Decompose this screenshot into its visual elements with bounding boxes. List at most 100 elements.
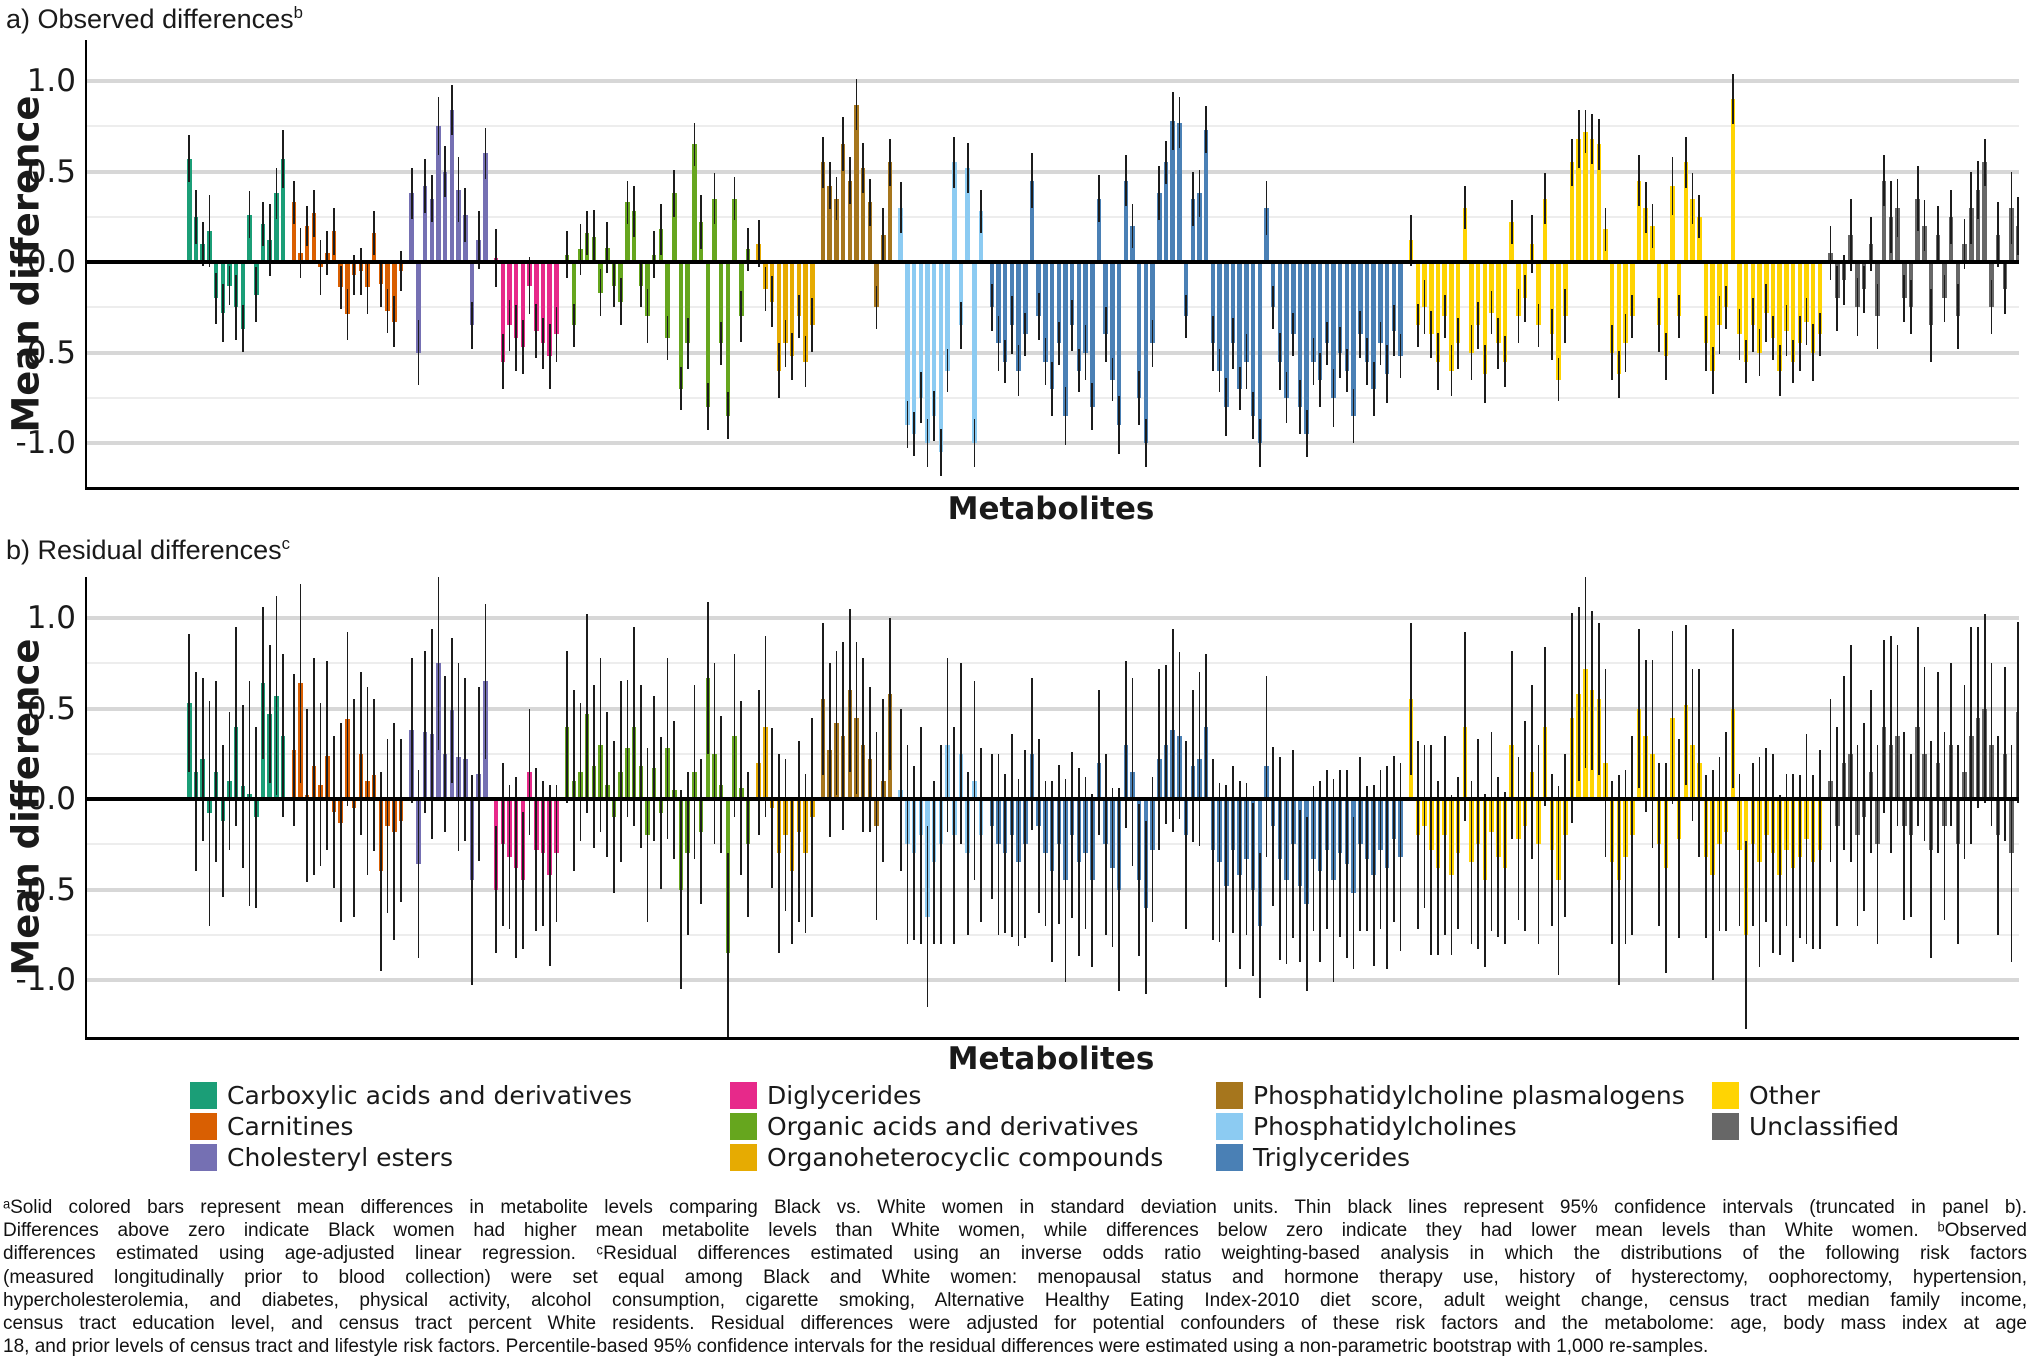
error-bar [1359, 310, 1362, 358]
error-bar [366, 686, 369, 875]
error-bar [1551, 309, 1553, 360]
bar [898, 207, 903, 262]
error-bar [1504, 791, 1506, 944]
error-bar [1896, 645, 1899, 827]
error-bar [639, 684, 642, 848]
error-bar [1664, 762, 1667, 973]
error-bar [1399, 334, 1402, 378]
error-bar [1785, 773, 1788, 926]
error-bar [208, 701, 211, 926]
bar [1284, 262, 1289, 398]
error-bar [268, 645, 271, 783]
error-bar [1292, 750, 1295, 939]
error-bar [359, 247, 362, 295]
y-tick-label: -1.0 [15, 962, 77, 998]
bar [456, 189, 461, 262]
error-bar [1685, 625, 1687, 785]
footnote-line: Differences above zero indicate Black wo… [3, 1220, 2027, 1242]
error-bar [593, 209, 595, 264]
bar [469, 262, 475, 326]
error-bar [940, 428, 942, 476]
error-bar [869, 178, 871, 226]
error-bar [471, 775, 473, 986]
bar [1429, 262, 1434, 335]
error-bar [1725, 285, 1727, 329]
error-bar [1212, 316, 1214, 371]
error-bar [1517, 757, 1520, 921]
error-bar [1484, 793, 1486, 968]
error-bar [1698, 195, 1701, 239]
error-bar [386, 739, 389, 914]
error-bar [417, 770, 420, 959]
footnote: ᵃSolid colored bars represent mean diffe… [3, 1196, 2027, 1358]
error-bar [1410, 623, 1413, 776]
error-bar [686, 771, 689, 935]
error-bar [1258, 419, 1261, 467]
legend-item: Triglycerides [1216, 1143, 1685, 1172]
bar [1217, 262, 1222, 371]
bar [547, 262, 552, 357]
error-bar [333, 207, 335, 255]
error-bar [777, 343, 780, 398]
error-bar [1497, 318, 1500, 369]
panel-b-x-axis-label: Metabolites [947, 1041, 1155, 1077]
error-bar [1185, 741, 1187, 930]
error-bar [262, 607, 264, 760]
error-bar [1031, 677, 1033, 830]
error-bar [2017, 621, 2019, 803]
bar [1777, 262, 1782, 371]
bar [665, 262, 670, 339]
bar [1096, 198, 1102, 262]
error-bar [926, 419, 929, 467]
panel-a-x-axis-label: Metabolites [947, 491, 1155, 527]
error-bar [1463, 632, 1466, 821]
gridline-minor [87, 125, 2019, 128]
error-bar [1232, 766, 1234, 933]
error-bar [586, 614, 589, 814]
error-bar [1084, 777, 1087, 930]
bar [1378, 262, 1383, 344]
error-bar [855, 79, 858, 130]
bar [692, 144, 697, 262]
y-tick-label: 1.0 [26, 600, 76, 636]
bar [1790, 262, 1796, 362]
error-bar [1510, 200, 1513, 244]
error-bar [313, 189, 315, 237]
error-bar [1785, 305, 1788, 357]
error-bar [1379, 770, 1382, 930]
error-bar [764, 636, 767, 818]
error-bar [633, 627, 635, 827]
bar [1043, 262, 1048, 362]
footnote-line: hypercholesterolemia, and diabetes, phys… [3, 1289, 2027, 1311]
error-bar [784, 319, 787, 367]
error-bar [1332, 779, 1335, 982]
error-bar [1983, 614, 1986, 803]
error-bar [1883, 155, 1886, 206]
error-bar [747, 771, 749, 917]
error-bar [1051, 361, 1053, 416]
error-bar [680, 366, 682, 411]
bar [442, 171, 448, 262]
error-bar [400, 251, 402, 291]
error-bar [1312, 338, 1315, 386]
error-bar [353, 254, 355, 295]
error-bar [1537, 303, 1540, 348]
error-bar [1078, 348, 1080, 393]
error-bar [828, 663, 831, 837]
error-bar [1664, 332, 1667, 380]
error-bar [1238, 780, 1241, 970]
bar [1710, 262, 1715, 371]
error-bar [1339, 327, 1342, 378]
bar [240, 262, 246, 329]
error-bar [599, 269, 602, 317]
error-bar [855, 641, 858, 794]
bar [820, 162, 826, 262]
error-bar [326, 661, 329, 850]
bar [1224, 262, 1229, 407]
footnote-line: differences estimated using age-adjusted… [3, 1243, 2027, 1265]
error-bar [1124, 661, 1127, 828]
error-bar [566, 650, 568, 803]
error-bar [1843, 675, 1845, 850]
bar [958, 262, 964, 326]
bar [1304, 262, 1309, 434]
